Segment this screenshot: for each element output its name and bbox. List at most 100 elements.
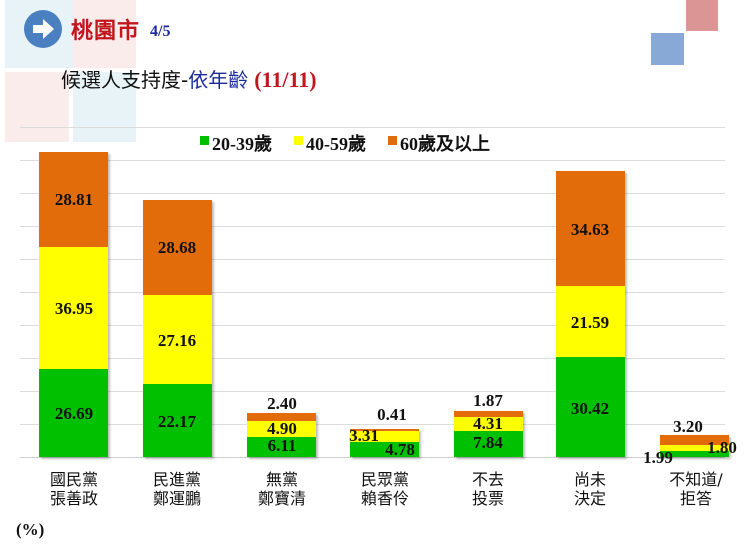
segment-40-59	[556, 286, 625, 357]
segment-40-59	[143, 295, 212, 384]
segment-60-plus	[39, 152, 108, 247]
value-label: 4.31	[473, 414, 503, 433]
segment-60-plus	[556, 171, 625, 286]
segment-20-39	[247, 437, 316, 457]
decor-square-blue-right	[651, 33, 684, 65]
category-line: 拒答	[679, 489, 712, 508]
category-line: 民進黨	[152, 470, 201, 489]
page-indicator: 4/5	[150, 23, 171, 40]
category-label-dont-know: 不知道/ 拒答	[656, 470, 736, 508]
subtitle-accent: 依年齡	[188, 68, 249, 92]
category-line: 不知道/	[669, 470, 723, 489]
value-label: 3.20	[673, 417, 703, 436]
value-label: 1.80	[707, 438, 737, 457]
category-line: 投票	[471, 489, 504, 508]
bar-not-voting	[454, 411, 523, 457]
bar-dpp-cheng	[143, 200, 212, 457]
segment-20-39	[454, 431, 523, 457]
category-label-kmt: 國民黨 張善政	[34, 470, 114, 508]
segment-60-plus	[350, 429, 419, 431]
category-label-independent: 無黨 鄭寶清	[242, 470, 322, 508]
value-label: 3.31	[349, 426, 379, 445]
category-line: 賴香伶	[360, 489, 409, 508]
segment-40-59	[350, 431, 419, 442]
category-line: 尚未	[573, 470, 606, 489]
category-line: 張善政	[49, 489, 98, 508]
gridline	[20, 325, 725, 326]
legend-swatch-orange	[388, 135, 397, 145]
value-label: 34.63	[570, 220, 610, 239]
segment-60-plus	[660, 435, 729, 445]
segment-20-39	[39, 369, 108, 457]
category-line: 國民黨	[49, 470, 98, 489]
bar-undecided	[556, 171, 625, 457]
bar-dont-know-refuse	[660, 435, 729, 457]
legend-label: 20-39歲	[212, 134, 272, 154]
value-label: 1.99	[643, 448, 673, 467]
value-label: 1.87	[473, 391, 503, 410]
bar-kmt-chang	[39, 152, 108, 457]
category-line: 民眾黨	[360, 470, 409, 489]
segment-20-39	[660, 451, 729, 457]
gridline	[20, 358, 725, 359]
legend-label: 40-59歲	[306, 134, 366, 154]
gridline	[20, 424, 725, 425]
category-line: 鄭寶清	[257, 489, 306, 508]
legend-swatch-yellow	[294, 135, 303, 145]
segment-60-plus	[247, 413, 316, 421]
legend-swatch-green	[200, 135, 209, 145]
gridline	[20, 160, 725, 161]
value-label: 30.42	[570, 399, 610, 418]
decor-square-red-right	[686, 0, 718, 31]
value-label: 4.90	[267, 419, 297, 438]
gridline	[20, 193, 725, 194]
value-label: 4.78	[385, 440, 415, 459]
value-label: 36.95	[54, 299, 94, 318]
legend-item-60-plus: 60歲及以上	[388, 130, 490, 156]
value-label: 27.16	[157, 331, 197, 350]
segment-60-plus	[143, 200, 212, 295]
value-label: 28.68	[157, 238, 197, 257]
category-line: 決定	[573, 489, 606, 508]
category-label-tpp: 民眾黨 賴香伶	[345, 470, 425, 508]
segment-20-39	[556, 357, 625, 457]
decor-square-blue-mid	[73, 72, 136, 142]
category-line: 不去	[471, 470, 504, 489]
bar-independent-cheng	[247, 413, 316, 457]
segment-40-59	[247, 421, 316, 437]
legend-item-40-59: 40-59歲	[294, 130, 366, 156]
title-row: 桃園市 4/5	[24, 10, 170, 48]
value-label: 28.81	[54, 190, 94, 209]
value-label: 2.40	[267, 394, 297, 413]
city-title: 桃園市	[71, 19, 141, 44]
legend-label: 60歲及以上	[400, 134, 490, 154]
decor-square-pink-left	[5, 72, 69, 142]
baseline	[20, 457, 725, 458]
arrow-right-circle-icon	[24, 10, 62, 48]
bar-tpp-lai	[350, 429, 419, 457]
segment-20-39	[350, 442, 419, 457]
category-label-dpp: 民進黨 鄭運鵬	[137, 470, 217, 508]
gridline	[20, 391, 725, 392]
gridline	[20, 292, 725, 293]
legend: 20-39歲 40-59歲 60歲及以上	[200, 130, 512, 156]
subtitle-index: (11/11)	[254, 67, 317, 92]
value-label: 26.69	[54, 404, 94, 423]
segment-40-59	[660, 445, 729, 451]
subtitle-main: 候選人支持度-	[61, 68, 189, 92]
legend-item-20-39: 20-39歲	[200, 130, 272, 156]
segment-40-59	[39, 247, 108, 369]
category-line: 無黨	[265, 470, 298, 489]
value-label: 0.41	[377, 405, 407, 424]
category-label-undecided: 尚未 決定	[550, 470, 630, 508]
category-line: 鄭運鵬	[152, 489, 201, 508]
value-label: 22.17	[157, 412, 197, 431]
decor-square-pink-top	[73, 0, 136, 68]
value-label: 6.11	[267, 436, 297, 455]
segment-60-plus	[454, 411, 523, 417]
unit-label: (%)	[16, 520, 45, 539]
segment-40-59	[454, 417, 523, 431]
gridline	[20, 226, 725, 227]
gridline	[20, 259, 725, 260]
category-label-not-voting: 不去 投票	[448, 470, 528, 508]
